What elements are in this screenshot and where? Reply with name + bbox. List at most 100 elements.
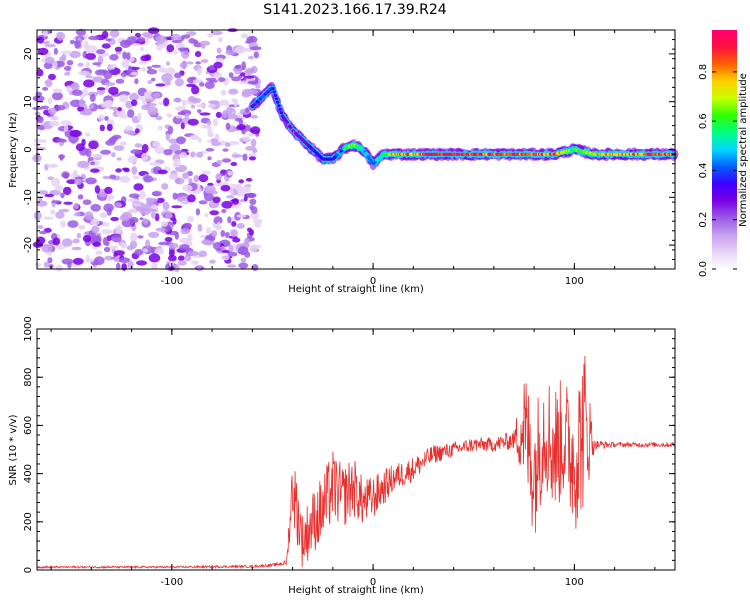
noise-blob xyxy=(206,226,212,236)
noise-blob xyxy=(216,47,222,54)
noise-blob xyxy=(109,106,118,110)
noise-blob xyxy=(208,100,220,104)
noise-blob xyxy=(179,244,190,251)
colorbar-gradient xyxy=(712,30,737,269)
noise-blob xyxy=(173,158,181,166)
noise-blob xyxy=(43,40,50,45)
noise-blob xyxy=(165,132,171,141)
noise-blob xyxy=(115,262,121,271)
noise-blob xyxy=(143,90,155,100)
noise-blob xyxy=(111,234,122,243)
noise-blob xyxy=(225,106,233,115)
noise-blob xyxy=(141,143,149,153)
noise-blob xyxy=(42,86,49,91)
noise-blob xyxy=(109,54,119,61)
noise-blob xyxy=(174,72,182,79)
noise-blob xyxy=(250,126,261,135)
noise-blob xyxy=(200,234,206,239)
noise-blob xyxy=(151,191,162,197)
noise-blob xyxy=(106,235,112,242)
noise-blob xyxy=(55,244,67,250)
noise-blob xyxy=(168,255,177,262)
noise-blob xyxy=(174,78,184,87)
noise-blob xyxy=(134,78,139,85)
noise-blob xyxy=(127,260,134,269)
noise-blob xyxy=(63,65,72,71)
noise-blob xyxy=(105,139,116,146)
noise-blob xyxy=(69,50,81,59)
noise-blob xyxy=(74,40,81,49)
noise-blob xyxy=(36,115,44,124)
noise-blob xyxy=(37,36,44,44)
noise-blob xyxy=(242,136,251,142)
noise-blob xyxy=(92,241,102,247)
noise-blob xyxy=(137,37,146,42)
noise-blob xyxy=(209,79,218,83)
noise-blob xyxy=(199,82,205,87)
noise-blob xyxy=(50,115,59,121)
noise-blob xyxy=(141,98,147,106)
noise-blob xyxy=(64,72,71,76)
noise-blob xyxy=(244,251,251,258)
noise-blob xyxy=(194,51,202,58)
noise-blob xyxy=(33,138,43,143)
figure-title: S141.2023.166.17.39.R24 xyxy=(263,2,446,18)
noise-blob xyxy=(182,222,192,229)
noise-blob xyxy=(151,262,158,270)
noise-blob xyxy=(55,105,66,111)
noise-blob xyxy=(56,31,66,41)
noise-blob xyxy=(145,197,153,203)
noise-blob xyxy=(66,85,72,93)
noise-blob xyxy=(140,47,145,52)
noise-blob xyxy=(205,148,215,152)
noise-blob xyxy=(196,104,207,108)
noise-blob xyxy=(155,115,163,121)
noise-blob xyxy=(239,80,250,85)
noise-blob xyxy=(245,107,250,113)
noise-blob xyxy=(121,59,130,68)
noise-blob xyxy=(213,216,223,225)
noise-blob xyxy=(120,72,127,77)
noise-blob xyxy=(119,39,131,48)
noise-blob xyxy=(88,35,100,41)
noise-blob xyxy=(132,175,140,180)
noise-blob xyxy=(187,250,199,257)
y-tick-label: 20 xyxy=(23,48,34,61)
noise-blob xyxy=(238,179,244,184)
noise-blob xyxy=(182,172,190,180)
noise-blob xyxy=(46,163,59,168)
noise-blob xyxy=(59,138,67,143)
noise-blob xyxy=(45,44,56,48)
noise-blob xyxy=(148,253,161,263)
noise-blob xyxy=(207,182,214,187)
noise-blob xyxy=(186,83,197,88)
noise-blob xyxy=(180,227,191,235)
noise-blob xyxy=(190,104,196,109)
noise-blob xyxy=(187,216,194,223)
noise-blob xyxy=(213,61,223,69)
noise-blob xyxy=(161,73,173,82)
x-tick-label: -100 xyxy=(160,276,183,287)
noise-blob xyxy=(134,143,143,148)
ridge-core xyxy=(271,86,275,91)
colorbar-tick-label: 0.8 xyxy=(698,64,709,80)
noise-blob xyxy=(177,255,185,261)
noise-blob xyxy=(235,185,244,192)
noise-blob xyxy=(191,97,202,104)
noise-blob xyxy=(61,171,70,179)
noise-blob xyxy=(137,112,142,121)
noise-blob xyxy=(51,200,62,204)
noise-blob xyxy=(172,192,178,200)
noise-blob xyxy=(195,61,202,65)
ridge-core xyxy=(278,107,282,111)
noise-blob xyxy=(134,249,144,256)
noise-blob xyxy=(249,156,256,161)
noise-blob xyxy=(109,136,119,141)
noise-blob xyxy=(47,97,53,105)
noise-blob xyxy=(193,175,200,183)
noise-blob xyxy=(114,202,122,209)
noise-blob xyxy=(121,263,127,271)
noise-blob xyxy=(118,257,131,264)
noise-blob xyxy=(198,174,209,183)
